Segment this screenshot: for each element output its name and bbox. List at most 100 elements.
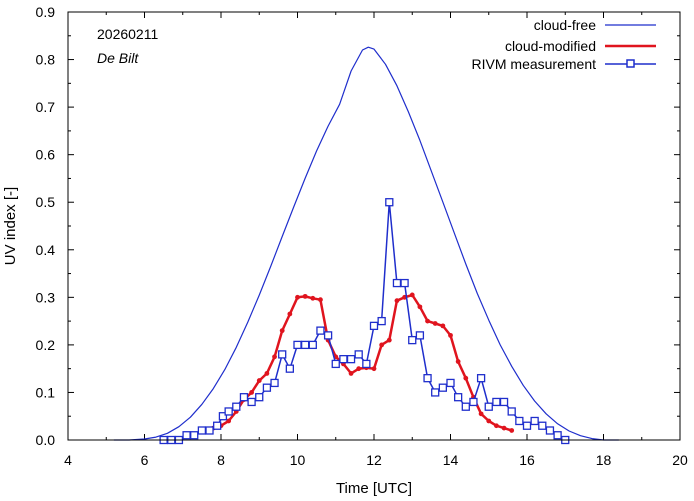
- data-point-cloud-modified: [463, 375, 469, 381]
- y-tick-label: 0.1: [36, 384, 56, 400]
- data-point-rivm-measurement: [190, 431, 199, 440]
- x-tick-label: 10: [290, 452, 306, 468]
- data-point-rivm-measurement: [300, 340, 310, 350]
- data-point-rivm-measurement: [339, 355, 348, 364]
- data-point-cloud-modified: [348, 371, 354, 376]
- data-point-rivm-measurement: [262, 383, 272, 392]
- data-point-rivm-measurement: [469, 397, 478, 407]
- data-point-cloud-modified: [272, 354, 277, 360]
- data-point-cloud-modified: [249, 390, 255, 395]
- data-point-rivm-measurement: [213, 421, 222, 430]
- data-point-cloud-modified: [509, 428, 515, 433]
- data-point-rivm-measurement: [515, 416, 524, 426]
- legend-marker-rivm: [626, 59, 635, 68]
- x-tick-label: 18: [596, 452, 612, 468]
- y-tick-labels: 0.0 0.1 0.2 0.3 0.4 0.5 0.6 0.7 0.8 0.9: [36, 4, 56, 448]
- data-point-rivm-measurement: [197, 426, 207, 435]
- y-tick-label: 0.4: [36, 242, 56, 258]
- series-line-cloud-free: [113, 46, 619, 441]
- y-tick-label: 0.0: [36, 432, 56, 448]
- data-point-rivm-measurement: [346, 355, 356, 364]
- x-axis-title: Time [UTC]: [336, 480, 412, 497]
- x-tick-label: 20: [672, 452, 688, 468]
- data-point-cloud-modified: [295, 294, 300, 300]
- data-point-rivm-measurement: [438, 383, 448, 392]
- data-point-cloud-modified: [394, 298, 400, 304]
- data-point-cloud-modified: [302, 293, 308, 299]
- data-point-cloud-modified: [455, 359, 461, 364]
- data-point-rivm-measurement: [476, 374, 486, 383]
- data-point-cloud-modified: [279, 328, 285, 334]
- data-point-cloud-modified: [318, 297, 323, 303]
- data-point-rivm-measurement: [285, 364, 295, 373]
- data-point-rivm-measurement: [423, 374, 432, 383]
- data-point-cloud-modified: [486, 418, 492, 424]
- data-point-cloud-modified: [256, 378, 262, 383]
- data-point-cloud-modified: [371, 366, 377, 372]
- y-tick-label: 0.5: [36, 194, 56, 210]
- x-tick-label: 6: [141, 452, 149, 468]
- data-point-rivm-measurement: [453, 393, 463, 402]
- data-point-rivm-measurement: [484, 402, 493, 411]
- data-point-rivm-measurement: [446, 378, 455, 388]
- legend-label-cloud-free: cloud-free: [534, 17, 596, 33]
- legend-label-cloud-modified: cloud-modified: [505, 38, 596, 54]
- data-point-rivm-measurement: [247, 397, 256, 407]
- data-point-rivm-measurement: [331, 359, 340, 369]
- data-point-rivm-measurement: [415, 331, 425, 340]
- data-point-cloud-modified: [448, 332, 453, 338]
- data-point-rivm-measurement: [545, 426, 555, 435]
- data-point-rivm-measurement: [492, 397, 501, 407]
- location-annotation: De Bilt: [97, 50, 139, 66]
- data-point-rivm-measurement: [499, 397, 509, 407]
- data-point-rivm-measurement: [232, 402, 241, 411]
- data-point-cloud-modified: [264, 371, 270, 376]
- data-point-rivm-measurement: [323, 331, 333, 340]
- data-point-cloud-modified: [501, 425, 507, 431]
- legend-label-rivm: RIVM measurement: [472, 56, 597, 72]
- data-point-rivm-measurement: [293, 340, 302, 350]
- x-tick-label: 12: [366, 452, 382, 468]
- data-point-rivm-measurement: [392, 278, 402, 288]
- data-point-rivm-measurement: [218, 412, 228, 421]
- data-point-rivm-measurement: [354, 350, 363, 359]
- data-point-rivm-measurement: [316, 326, 325, 335]
- data-point-cloud-modified: [226, 418, 232, 424]
- data-point-rivm-measurement: [431, 388, 440, 397]
- legend: cloud-free cloud-modified RIVM measureme…: [472, 17, 656, 72]
- x-tick-label: 4: [64, 452, 72, 468]
- data-point-cloud-modified: [356, 366, 362, 372]
- data-point-rivm-measurement: [507, 407, 516, 416]
- data-point-rivm-measurement: [308, 340, 317, 350]
- y-tick-label: 0.7: [36, 99, 56, 115]
- y-tick-label: 0.3: [36, 289, 56, 305]
- data-point-rivm-measurement: [239, 393, 249, 402]
- data-point-rivm-measurement: [182, 431, 191, 440]
- x-tick-label: 14: [443, 452, 459, 468]
- data-point-rivm-measurement: [377, 316, 386, 326]
- data-point-cloud-modified: [494, 423, 499, 429]
- data-point-rivm-measurement: [538, 421, 547, 430]
- data-point-cloud-modified: [432, 321, 438, 326]
- data-point-rivm-measurement: [255, 393, 264, 402]
- x-tick-label: 8: [217, 452, 225, 468]
- date-annotation: 20260211: [97, 26, 158, 42]
- data-point-cloud-modified: [478, 411, 484, 417]
- data-point-rivm-measurement: [362, 359, 371, 369]
- y-tick-label: 0.6: [36, 147, 56, 163]
- data-point-rivm-measurement: [205, 426, 214, 435]
- y-axis-title: UV index [-]: [2, 187, 19, 265]
- plot-frame: [67, 11, 681, 441]
- data-point-rivm-measurement: [522, 421, 532, 430]
- data-point-rivm-measurement: [408, 335, 417, 345]
- data-point-rivm-measurement: [530, 416, 539, 426]
- data-point-rivm-measurement: [461, 402, 470, 411]
- x-tick-label: 16: [519, 452, 535, 468]
- data-point-rivm-measurement: [278, 350, 287, 359]
- data-point-rivm-measurement: [553, 431, 562, 440]
- y-tick-label: 0.2: [36, 337, 56, 353]
- data-point-cloud-modified: [440, 323, 446, 329]
- data-point-rivm-measurement: [385, 198, 394, 207]
